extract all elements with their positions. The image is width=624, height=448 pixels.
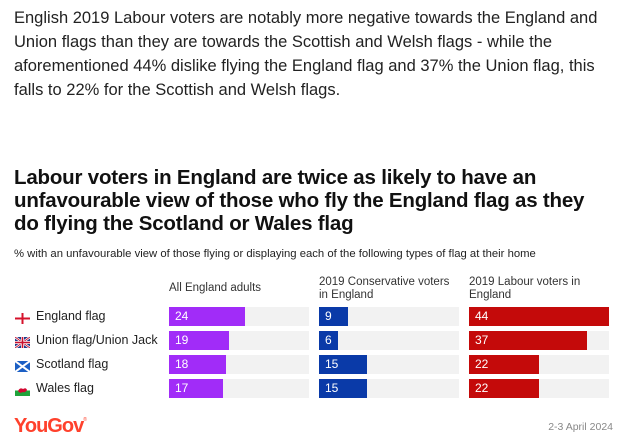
panel-header-labour: 2019 Labour voters in England	[469, 276, 581, 301]
bar-value-label: 17	[175, 381, 189, 395]
bar	[469, 307, 609, 326]
bar-value-label: 19	[175, 333, 189, 347]
bar	[469, 379, 539, 398]
bar-track: 22	[469, 379, 609, 398]
panel-header-conservative: 2019 Conservative voters in England	[319, 276, 450, 301]
bar	[319, 379, 367, 398]
chart-title: Labour voters in England are twice as li…	[14, 166, 585, 235]
category-label: Scotland flag	[36, 357, 109, 371]
bar-value-label: 22	[475, 381, 489, 395]
bar-value-label: 6	[325, 333, 332, 347]
category-label: Union flag/Union Jack	[36, 333, 158, 347]
bar-track: 19	[169, 331, 309, 350]
bar-track: 15	[319, 355, 459, 374]
bar-track: 44	[469, 307, 609, 326]
bar-value-label: 15	[325, 381, 339, 395]
bar-value-label: 37	[475, 333, 489, 347]
bar	[469, 331, 587, 350]
bar	[319, 307, 348, 326]
bar-track: 37	[469, 331, 609, 350]
bar-value-label: 22	[475, 357, 489, 371]
row-label-england: England flag	[15, 307, 106, 326]
wales-flag-icon	[15, 383, 30, 396]
bar	[319, 331, 339, 350]
row-label-wales: Wales flag	[15, 379, 94, 398]
bar	[319, 355, 367, 374]
intro-paragraph: English 2019 Labour voters are notably m…	[14, 9, 598, 99]
bar-track: 24	[169, 307, 309, 326]
chart-subtitle: % with an unfavourable view of those fly…	[14, 248, 536, 260]
bar	[469, 355, 539, 374]
bar-value-label: 15	[325, 357, 339, 371]
bar	[169, 331, 230, 350]
survey-date: 2-3 April 2024	[548, 421, 613, 433]
bar-value-label: 9	[325, 309, 332, 323]
row-label-union: Union flag/Union Jack	[14, 331, 158, 350]
bar-value-label: 24	[175, 309, 189, 323]
bar-track: 17	[169, 379, 309, 398]
bar	[169, 379, 224, 398]
panel-header-all-adults: All England adults	[169, 282, 262, 294]
bar-value-label: 18	[175, 357, 189, 371]
bar-value-label: 44	[475, 309, 489, 323]
yougov-logo: YouGov®	[14, 415, 87, 437]
bar-track: 22	[469, 355, 609, 374]
row-label-scotland: Scotland flag	[14, 355, 109, 374]
bar-track: 18	[169, 355, 309, 374]
bar-track: 15	[319, 379, 459, 398]
bar	[169, 355, 227, 374]
bar-track: 9	[319, 307, 459, 326]
bar	[169, 307, 246, 326]
category-label: England flag	[36, 309, 106, 323]
scotland-flag-icon	[14, 359, 31, 373]
category-label: Wales flag	[36, 381, 94, 395]
england-flag-icon	[15, 311, 30, 324]
bar-track: 6	[319, 331, 459, 350]
union-jack-icon	[14, 335, 31, 349]
